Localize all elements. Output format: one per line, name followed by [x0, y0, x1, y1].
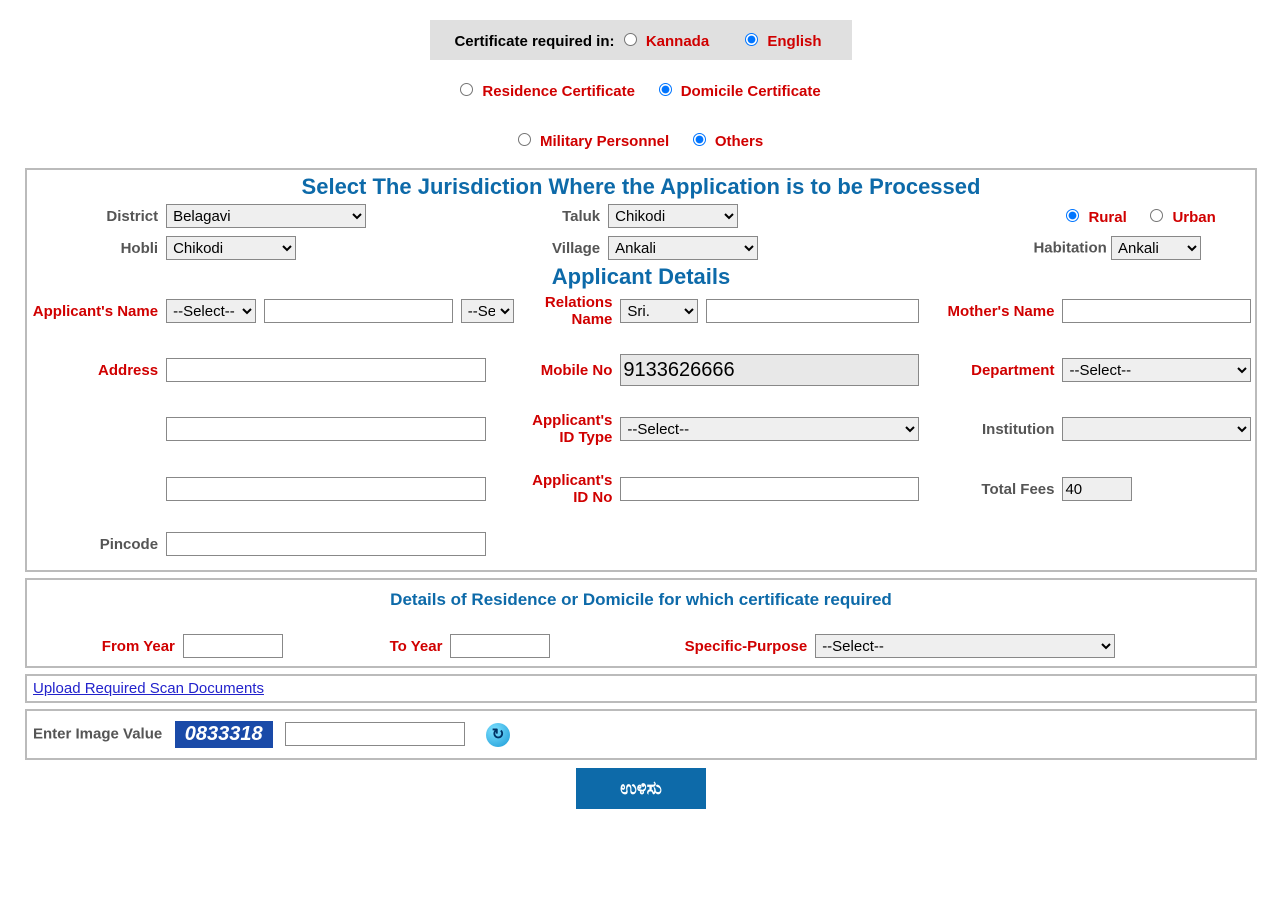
captcha-label: Enter Image Value: [33, 725, 162, 742]
language-bar: Certificate required in: Kannada English: [20, 20, 1262, 68]
to-year-input[interactable]: [450, 634, 550, 658]
department-select[interactable]: --Select--: [1062, 358, 1251, 382]
mobile-label: Mobile No: [518, 350, 616, 390]
name-label: Applicant's Name: [27, 290, 162, 332]
address2-input[interactable]: [166, 417, 486, 441]
district-select[interactable]: Belagavi: [166, 204, 366, 228]
idno-label: Applicant's ID No: [518, 468, 616, 510]
military-radio[interactable]: [518, 133, 531, 146]
to-year-label: To Year: [325, 630, 447, 662]
domicile-cert-label: Domicile Certificate: [681, 83, 821, 100]
upload-section: Upload Required Scan Documents: [25, 674, 1257, 703]
from-year-input[interactable]: [183, 634, 283, 658]
hobli-select[interactable]: Chikodi: [166, 236, 296, 260]
institution-label: Institution: [923, 408, 1058, 450]
address1-input[interactable]: [166, 358, 486, 382]
cert-type-row: Residence Certificate Domicile Certifica…: [20, 80, 1262, 100]
habitation-label: Habitation: [1033, 240, 1106, 257]
others-label: Others: [715, 133, 763, 150]
lang-english-label: English: [767, 33, 821, 50]
lang-english-radio[interactable]: [745, 33, 758, 46]
domicile-cert-radio[interactable]: [659, 83, 672, 96]
hobli-label: Hobli: [27, 232, 162, 264]
relation-label: Relations Name: [518, 290, 616, 332]
relation-name-input[interactable]: [706, 299, 919, 323]
salutation-select[interactable]: --Select--: [166, 299, 256, 323]
urban-radio[interactable]: [1150, 209, 1163, 222]
taluk-select[interactable]: Chikodi: [608, 204, 738, 228]
residence-cert-radio[interactable]: [460, 83, 473, 96]
idtype-select[interactable]: --Select--: [620, 417, 919, 441]
upload-documents-link[interactable]: Upload Required Scan Documents: [33, 680, 264, 697]
captcha-section: Enter Image Value 0833318: [25, 709, 1257, 760]
name-input[interactable]: [264, 299, 452, 323]
submit-button[interactable]: ಉಳಿಸು: [576, 768, 706, 809]
village-label: Village: [432, 232, 604, 264]
idtype-label: Applicant's ID Type: [518, 408, 616, 450]
mobile-input[interactable]: [620, 354, 919, 386]
purpose-label: Specific-Purpose: [617, 630, 812, 662]
military-label: Military Personnel: [540, 133, 669, 150]
lang-label: Certificate required in:: [454, 33, 614, 50]
department-label: Department: [923, 350, 1058, 390]
jurisdiction-section: Select The Jurisdiction Where the Applic…: [25, 168, 1257, 572]
mother-name-input[interactable]: [1062, 299, 1251, 323]
relation-sal-select[interactable]: Sri.: [620, 299, 698, 323]
mother-label: Mother's Name: [923, 290, 1058, 332]
residence-cert-label: Residence Certificate: [482, 83, 635, 100]
refresh-icon[interactable]: [486, 723, 510, 747]
address-label: Address: [27, 350, 162, 390]
urban-label: Urban: [1172, 209, 1215, 226]
lang-kannada-label: Kannada: [646, 33, 709, 50]
from-year-label: From Year: [33, 630, 179, 662]
others-radio[interactable]: [693, 133, 706, 146]
lang-kannada-radio[interactable]: [624, 33, 637, 46]
district-label: District: [27, 200, 162, 232]
rural-label: Rural: [1088, 209, 1126, 226]
purpose-select[interactable]: --Select--: [815, 634, 1115, 658]
applicant-type-row: Military Personnel Others: [20, 130, 1262, 150]
captcha-input[interactable]: [285, 722, 465, 746]
jurisdiction-title: Select The Jurisdiction Where the Applic…: [27, 174, 1255, 200]
address3-input[interactable]: [166, 477, 486, 501]
name-suffix-select[interactable]: --Select--: [461, 299, 514, 323]
idno-input[interactable]: [620, 477, 919, 501]
applicant-details-title: Applicant Details: [27, 264, 1255, 290]
captcha-image: 0833318: [175, 721, 273, 748]
fees-label: Total Fees: [923, 468, 1058, 510]
habitation-select[interactable]: Ankali: [1111, 236, 1201, 260]
pincode-input[interactable]: [166, 532, 486, 556]
pincode-label: Pincode: [27, 528, 162, 560]
taluk-label: Taluk: [432, 200, 604, 232]
fees-input: [1062, 477, 1132, 501]
village-select[interactable]: Ankali: [608, 236, 758, 260]
institution-select[interactable]: [1062, 417, 1251, 441]
residence-section: Details of Residence or Domicile for whi…: [25, 578, 1257, 668]
residence-title: Details of Residence or Domicile for whi…: [33, 584, 1249, 630]
rural-radio[interactable]: [1066, 209, 1079, 222]
